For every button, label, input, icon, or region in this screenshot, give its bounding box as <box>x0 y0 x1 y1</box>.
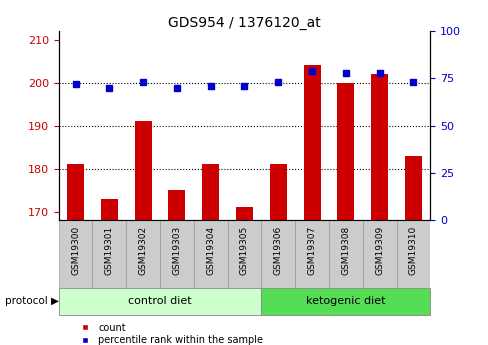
Bar <box>92 220 126 288</box>
Text: GSM19307: GSM19307 <box>307 226 316 275</box>
Bar <box>193 220 227 288</box>
Text: GSM19301: GSM19301 <box>104 226 114 275</box>
Bar <box>261 220 295 288</box>
Bar <box>227 220 261 288</box>
Bar <box>303 66 320 220</box>
Bar <box>134 121 151 220</box>
Bar <box>370 74 387 220</box>
Text: GSM19300: GSM19300 <box>71 226 80 275</box>
Title: GDS954 / 1376120_at: GDS954 / 1376120_at <box>168 16 320 30</box>
Bar <box>328 220 362 288</box>
Bar <box>67 165 84 220</box>
Text: control diet: control diet <box>128 296 191 306</box>
Text: protocol ▶: protocol ▶ <box>5 296 59 306</box>
Bar <box>295 220 328 288</box>
Text: GSM19308: GSM19308 <box>341 226 349 275</box>
Text: GSM19309: GSM19309 <box>374 226 384 275</box>
Bar <box>160 220 193 288</box>
Bar <box>362 220 396 288</box>
Text: GSM19306: GSM19306 <box>273 226 282 275</box>
Bar <box>202 165 219 220</box>
Bar <box>59 288 261 315</box>
Bar <box>404 156 421 220</box>
Bar <box>337 83 354 220</box>
Text: GSM19302: GSM19302 <box>139 226 147 275</box>
Bar <box>261 288 429 315</box>
Bar <box>101 199 118 220</box>
Text: GSM19310: GSM19310 <box>408 226 417 275</box>
Bar <box>59 220 92 288</box>
Legend: count, percentile rank within the sample: count, percentile rank within the sample <box>71 319 266 345</box>
Bar <box>269 165 286 220</box>
Text: GSM19304: GSM19304 <box>206 226 215 275</box>
Text: GSM19305: GSM19305 <box>240 226 248 275</box>
Bar <box>396 220 429 288</box>
Text: GSM19303: GSM19303 <box>172 226 181 275</box>
Bar <box>168 190 185 220</box>
Bar <box>126 220 160 288</box>
Text: ketogenic diet: ketogenic diet <box>305 296 385 306</box>
Bar <box>236 207 252 220</box>
